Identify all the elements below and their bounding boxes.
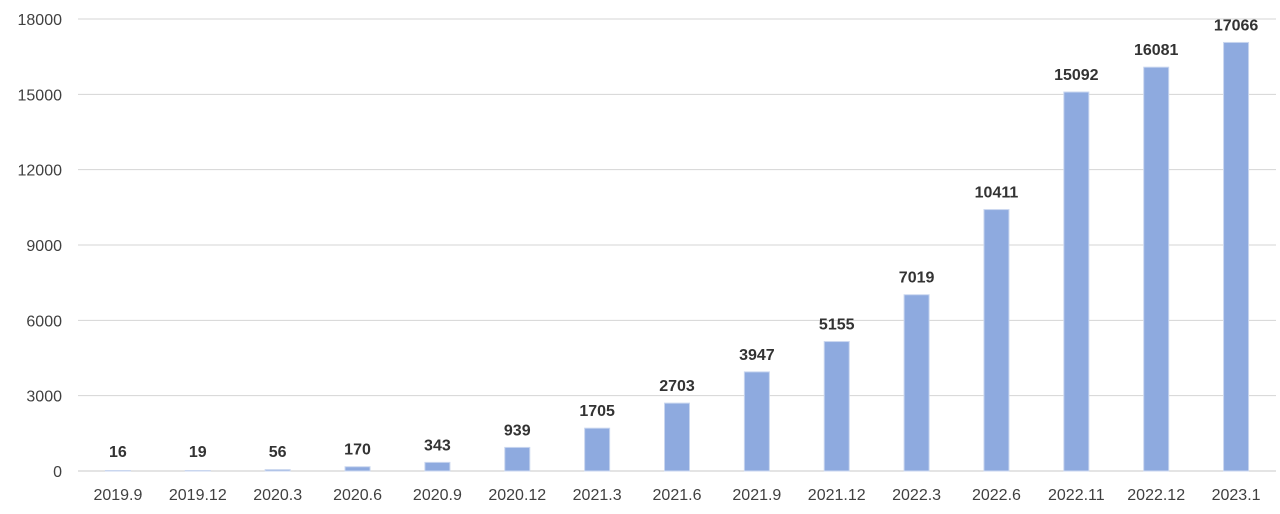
y-tick-label: 3000	[26, 389, 62, 406]
bar-2022.3	[903, 294, 930, 472]
y-tick-label: 0	[53, 464, 62, 481]
x-tick-label-2022.6: 2022.6	[972, 487, 1021, 504]
data-label-2023.1: 17066	[1214, 17, 1259, 34]
x-tick-label-2022.3: 2022.3	[892, 487, 941, 504]
bar-2022.12	[1143, 66, 1170, 472]
bar-2020.12	[504, 446, 531, 472]
x-tick-label-2022.12: 2022.12	[1127, 487, 1185, 504]
data-label-2021.6: 2703	[659, 378, 695, 395]
x-tick-label-2021.12: 2021.12	[808, 487, 866, 504]
grid-lines	[78, 18, 1276, 472]
x-tick-label-2022.11: 2022.11	[1048, 487, 1105, 504]
data-label-2020.3: 56	[269, 444, 287, 461]
bar-2020.9	[424, 461, 451, 472]
y-axis-ticks: 0 3000 6000 9000 12000 15000 18000	[18, 12, 63, 481]
bar-2020.6	[344, 466, 371, 472]
bar-2021.12	[823, 341, 850, 472]
bar-2019.12	[184, 470, 211, 472]
y-tick-label: 18000	[18, 12, 63, 29]
x-tick-label-2020.9: 2020.9	[413, 487, 462, 504]
x-tick-label-2020.12: 2020.12	[488, 487, 546, 504]
x-tick-label-2021.9: 2021.9	[732, 487, 781, 504]
y-tick-label: 15000	[18, 87, 63, 104]
bar-2021.3	[584, 427, 611, 472]
x-axis-ticks: 2019.9 2019.12 2020.3 2020.6 2020.9 2020.12 20…	[93, 487, 1260, 504]
x-tick-label-2021.3: 2021.3	[573, 487, 622, 504]
data-label-2020.12: 939	[504, 422, 531, 439]
x-tick-label-2023.1: 2023.1	[1212, 487, 1261, 504]
data-label-2022.11: 15092	[1054, 67, 1099, 84]
x-tick-label-2020.3: 2020.3	[253, 487, 302, 504]
bar-2022.6	[983, 209, 1010, 472]
data-label-2019.12: 19	[189, 444, 207, 461]
y-tick-label: 6000	[26, 313, 62, 330]
data-label-2021.9: 3947	[739, 347, 775, 364]
y-tick-label: 9000	[26, 238, 62, 255]
x-tick-label-2019.12: 2019.12	[169, 487, 227, 504]
data-label-2020.9: 343	[424, 437, 451, 454]
data-label-2022.6: 10411	[975, 185, 1019, 202]
bar-2022.11	[1063, 91, 1090, 472]
data-label-2022.3: 7019	[899, 270, 935, 287]
bar-2021.6	[664, 402, 690, 472]
data-label-2022.12: 16081	[1134, 42, 1179, 59]
y-tick-label: 12000	[18, 163, 63, 180]
bar-2020.3	[264, 469, 291, 472]
data-label-2021.3: 1705	[579, 403, 615, 420]
bars	[104, 41, 1250, 472]
bar-2021.9	[743, 371, 770, 472]
data-label-2019.9: 16	[109, 444, 127, 461]
data-label-2020.6: 170	[344, 442, 371, 459]
x-tick-label-2020.6: 2020.6	[333, 487, 382, 504]
x-tick-label-2021.6: 2021.6	[653, 487, 702, 504]
x-tick-label-2019.9: 2019.9	[93, 487, 142, 504]
bar-2023.1	[1223, 41, 1250, 472]
data-label-2021.12: 5155	[819, 317, 855, 334]
data-labels: 16 19 56 170 343 939 1705 2703 3947 5155 7019 10411…	[109, 17, 1258, 461]
bar-2019.9	[104, 470, 131, 472]
